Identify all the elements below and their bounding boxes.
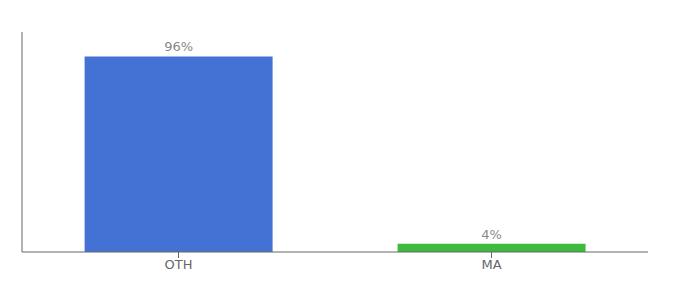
svg-text:4%: 4% (481, 227, 502, 242)
svg-text:OTH: OTH (165, 257, 193, 272)
svg-text:MA: MA (481, 257, 501, 272)
svg-text:96%: 96% (164, 39, 193, 54)
